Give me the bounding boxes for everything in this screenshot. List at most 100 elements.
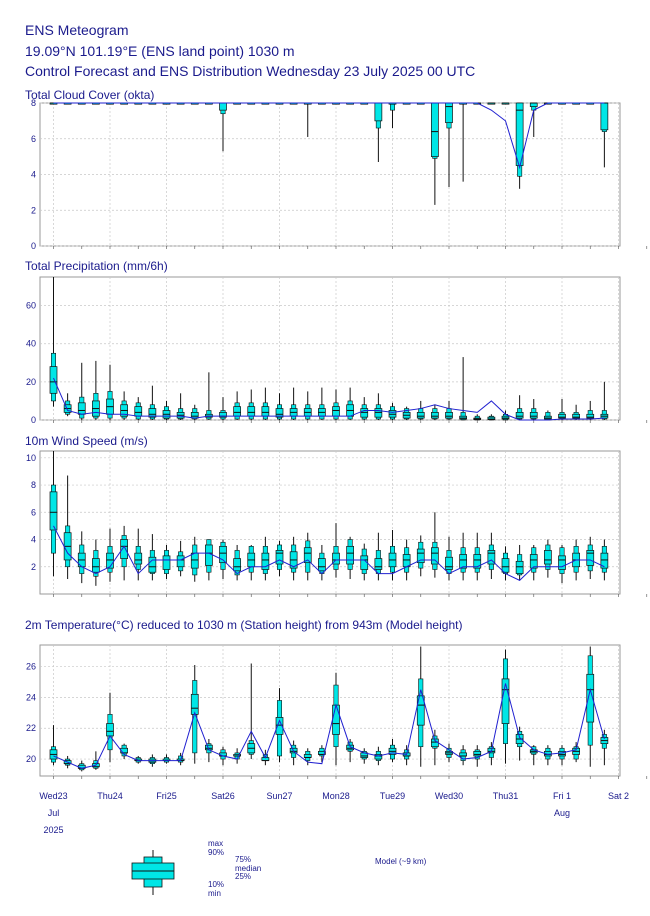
day-label: Sat26 [211, 791, 235, 801]
y-tick-label: 2 [31, 562, 36, 572]
ens-box [49, 451, 58, 577]
ens-box [586, 400, 595, 420]
legend-p10-label: 10% [208, 880, 224, 889]
box-25-75 [162, 555, 171, 570]
box-25-75 [205, 544, 213, 566]
ens-box [445, 743, 453, 763]
box-25-75 [445, 412, 453, 419]
box-25-75 [190, 552, 199, 569]
control-forecast-line [53, 102, 605, 170]
box-25-75 [134, 406, 143, 417]
box-25-75 [332, 552, 340, 565]
ens-box [148, 534, 157, 581]
box-25-75 [219, 412, 227, 418]
box-25-75 [529, 554, 538, 569]
location-line: 19.09°N 101.19°E (ENS land point) 1030 m [25, 43, 295, 59]
ens-box [162, 400, 171, 420]
ens-box [501, 546, 510, 581]
box-25-75 [148, 408, 157, 418]
y-tick-label: 10 [26, 453, 36, 463]
ensemble-boxes [49, 451, 609, 586]
ens-box [487, 414, 496, 421]
y-tick-label: 8 [31, 480, 36, 490]
day-label: Wed23 [39, 791, 67, 801]
box-25-75 [247, 406, 256, 417]
ens-box [558, 745, 566, 766]
legend-p25-label: 25% [235, 872, 251, 881]
box-25-75 [501, 558, 510, 573]
legend-p90-label: 90% [208, 848, 224, 857]
panel-title: 10m Wind Speed (m/s) [25, 434, 148, 448]
ens-box [558, 544, 566, 584]
ens-box [572, 742, 580, 763]
y-tick-label: 20 [26, 754, 36, 764]
box-25-75 [261, 552, 270, 570]
ens-box [558, 399, 566, 420]
box-25-75 [374, 558, 383, 570]
ens-box [275, 540, 284, 577]
box-25-75 [416, 548, 425, 564]
box-25-75 [134, 552, 143, 565]
ens-box [219, 539, 227, 580]
ensemble-boxes [49, 646, 609, 772]
box-25-75 [92, 558, 100, 573]
forecast-subtitle: Control Forecast and ENS Distribution We… [25, 63, 476, 79]
box-25-75 [49, 366, 58, 394]
box-25-75 [346, 545, 354, 565]
box-25-75 [374, 754, 383, 760]
box-25-75 [233, 406, 241, 417]
month-label: Aug [554, 808, 570, 818]
panel-title: 2m Temperature(°C) reduced to 1030 m (St… [25, 618, 462, 632]
ens-box [318, 544, 326, 581]
ens-box [402, 406, 411, 420]
ens-box [275, 688, 284, 763]
panel-frame [39, 276, 621, 421]
box-25-75 [148, 556, 157, 573]
ens-box [261, 387, 270, 420]
box-25-75 [261, 406, 270, 417]
day-label: Mon28 [322, 791, 350, 801]
control-forecast-line [53, 525, 605, 581]
ens-box [459, 532, 467, 581]
ens-box [346, 536, 354, 580]
ens-box [501, 102, 510, 105]
panel-title: Total Cloud Cover (okta) [25, 88, 154, 102]
ens-box [247, 544, 256, 581]
day-label: Sun27 [266, 791, 292, 801]
box-25-75 [106, 552, 114, 569]
ens-box [318, 745, 326, 763]
ens-box [416, 646, 425, 767]
ens-box [77, 531, 86, 584]
box-10-90 [192, 680, 198, 754]
legend-median-label: median [235, 864, 261, 873]
ens-box [515, 102, 524, 189]
y-tick-label: 4 [31, 535, 36, 545]
ens-box [49, 725, 58, 766]
ens-box [148, 385, 157, 420]
box-25-75 [219, 545, 227, 564]
day-label: Tue29 [380, 791, 405, 801]
box-25-75 [515, 412, 524, 419]
box-25-75 [515, 560, 524, 574]
ens-box [374, 393, 383, 420]
box-25-75 [529, 102, 538, 107]
ens-box [303, 532, 312, 581]
box-25-75 [558, 413, 566, 419]
ensemble-boxes [49, 102, 609, 205]
panel-title: Total Precipitation (mm/6h) [25, 259, 168, 273]
box-25-75 [275, 717, 284, 735]
box-25-75 [233, 558, 241, 572]
box-25-75 [586, 413, 595, 419]
box-25-75 [431, 547, 439, 565]
ens-box [402, 539, 411, 581]
ens-box [247, 663, 256, 760]
control-forecast-line [53, 683, 605, 769]
box-25-75 [529, 412, 538, 419]
ens-box [332, 389, 340, 420]
day-label: Fri 1 [553, 791, 571, 801]
ens-box [416, 535, 425, 577]
box-25-75 [374, 102, 383, 122]
box-25-75 [473, 554, 482, 569]
ens-box [431, 512, 439, 578]
